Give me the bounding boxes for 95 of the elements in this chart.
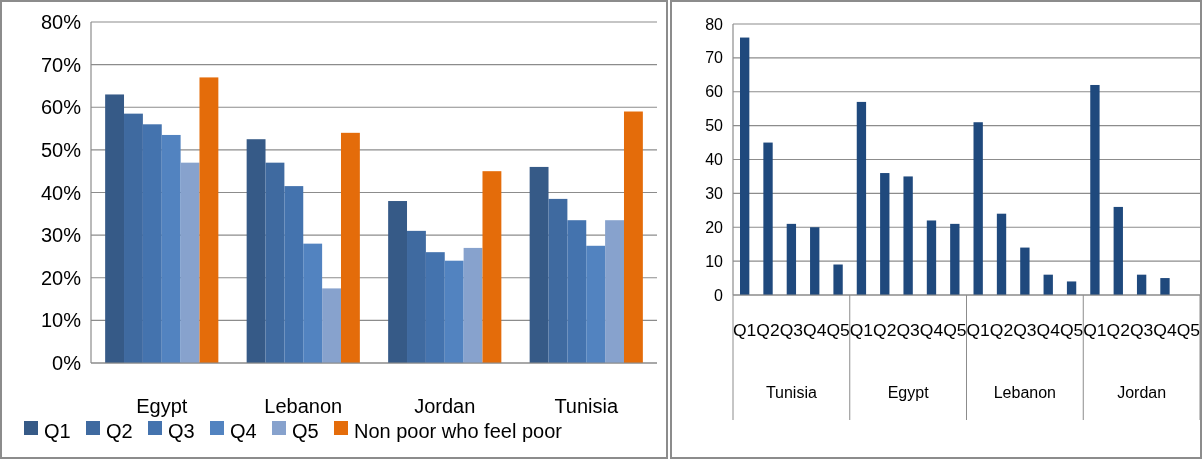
y-tick-label: 70% bbox=[40, 53, 82, 76]
y-tick-label: 10 bbox=[705, 252, 724, 270]
legend-label: Q3 bbox=[168, 420, 195, 442]
x-tick-label: Q3 bbox=[1129, 322, 1154, 339]
x-tick-label: Q2 bbox=[1106, 322, 1131, 339]
bar bbox=[880, 173, 890, 295]
bar bbox=[425, 252, 445, 363]
x-tick-label: Q4 bbox=[803, 322, 827, 339]
y-tick-label: 20% bbox=[40, 266, 82, 289]
y-tick-label: 30 bbox=[705, 184, 724, 202]
y-tick-label: 50% bbox=[40, 138, 82, 161]
x-tick-label: Q5 bbox=[826, 322, 850, 339]
bar bbox=[605, 220, 624, 363]
text: Egypt bbox=[887, 384, 930, 401]
bar bbox=[903, 176, 913, 295]
bar bbox=[567, 220, 587, 363]
bar bbox=[740, 37, 750, 295]
bar bbox=[482, 171, 502, 363]
legend-label: Non poor who feel poor bbox=[354, 420, 563, 442]
x-tick-label: Q1 bbox=[849, 322, 874, 339]
bar bbox=[340, 132, 360, 363]
legend-label: Q1 bbox=[44, 420, 71, 442]
bar bbox=[529, 166, 549, 363]
bar bbox=[548, 198, 568, 363]
y-tick-label: 0% bbox=[52, 352, 82, 374]
bar bbox=[1020, 247, 1030, 295]
bar bbox=[763, 142, 773, 295]
bar bbox=[322, 288, 341, 363]
x-tick-label: Q2 bbox=[873, 322, 897, 339]
x-tick-label: Q4 bbox=[1036, 322, 1061, 339]
bar bbox=[786, 223, 797, 295]
bar bbox=[105, 94, 125, 363]
bar bbox=[950, 223, 960, 295]
bar bbox=[623, 111, 643, 363]
x-tick-label: Jordan bbox=[414, 395, 476, 417]
legend-label: Q5 bbox=[292, 420, 319, 442]
y-tick-label: 30% bbox=[40, 224, 82, 247]
text: Lebanon bbox=[993, 384, 1057, 401]
x-tick-label: Q3 bbox=[1013, 322, 1037, 339]
legend-label: Q2 bbox=[106, 420, 133, 442]
y-tick-label: 20 bbox=[705, 218, 724, 236]
bar bbox=[586, 245, 606, 363]
bar bbox=[265, 162, 285, 363]
bar bbox=[124, 113, 143, 363]
x-tick-label: Egypt bbox=[136, 395, 188, 417]
text: Jordan bbox=[1117, 384, 1167, 401]
bar bbox=[1113, 206, 1123, 295]
bar bbox=[407, 230, 426, 363]
bar bbox=[1066, 281, 1077, 295]
bar bbox=[1090, 84, 1100, 295]
x-tick-label: Q3 bbox=[779, 322, 804, 339]
bar bbox=[284, 186, 304, 363]
x-tick-label: Tunisia bbox=[554, 395, 619, 417]
x-tick-label: Q1 bbox=[966, 322, 990, 339]
y-tick-label: 70 bbox=[705, 49, 724, 67]
x-tick-label: Q3 bbox=[896, 322, 920, 339]
bar bbox=[246, 139, 266, 363]
bar bbox=[833, 264, 843, 295]
y-tick-label: 40% bbox=[40, 181, 82, 204]
bar bbox=[1160, 278, 1170, 295]
bar bbox=[810, 227, 820, 295]
bar bbox=[926, 220, 937, 295]
text: Tunisia bbox=[765, 384, 817, 401]
x-tick-label: Q4 bbox=[1153, 322, 1177, 339]
x-tick-label: Q4 bbox=[919, 322, 944, 339]
y-tick-label: 10% bbox=[40, 309, 82, 332]
x-tick-label: Q5 bbox=[1059, 322, 1084, 339]
bar bbox=[996, 213, 1007, 295]
y-tick-label: 0 bbox=[714, 286, 724, 304]
y-tick-label: 60% bbox=[40, 96, 82, 119]
y-tick-label: 80 bbox=[705, 15, 724, 33]
y-tick-label: 40 bbox=[705, 151, 724, 169]
bar bbox=[142, 124, 162, 363]
bar bbox=[388, 201, 408, 363]
x-tick-label: Q5 bbox=[1176, 322, 1201, 339]
y-tick-label: 80% bbox=[40, 11, 82, 33]
legend-label: Q4 bbox=[230, 420, 257, 442]
y-tick-label: 50 bbox=[705, 117, 724, 135]
bar bbox=[303, 243, 323, 363]
x-tick-label: Q5 bbox=[943, 322, 967, 339]
bar bbox=[973, 122, 983, 295]
bar bbox=[1136, 274, 1147, 295]
bar bbox=[1043, 274, 1053, 295]
bar bbox=[161, 134, 181, 363]
bar bbox=[444, 260, 464, 363]
x-tick-label: Q2 bbox=[989, 322, 1014, 339]
x-tick-label: Q2 bbox=[756, 322, 780, 339]
x-tick-label: Lebanon bbox=[264, 395, 343, 417]
x-tick-label: Q1 bbox=[733, 322, 757, 339]
bar bbox=[463, 247, 483, 363]
bar bbox=[180, 162, 200, 363]
x-tick-label: Q1 bbox=[1083, 322, 1107, 339]
bar bbox=[199, 77, 219, 363]
bar bbox=[856, 101, 867, 295]
y-tick-label: 60 bbox=[705, 83, 724, 101]
